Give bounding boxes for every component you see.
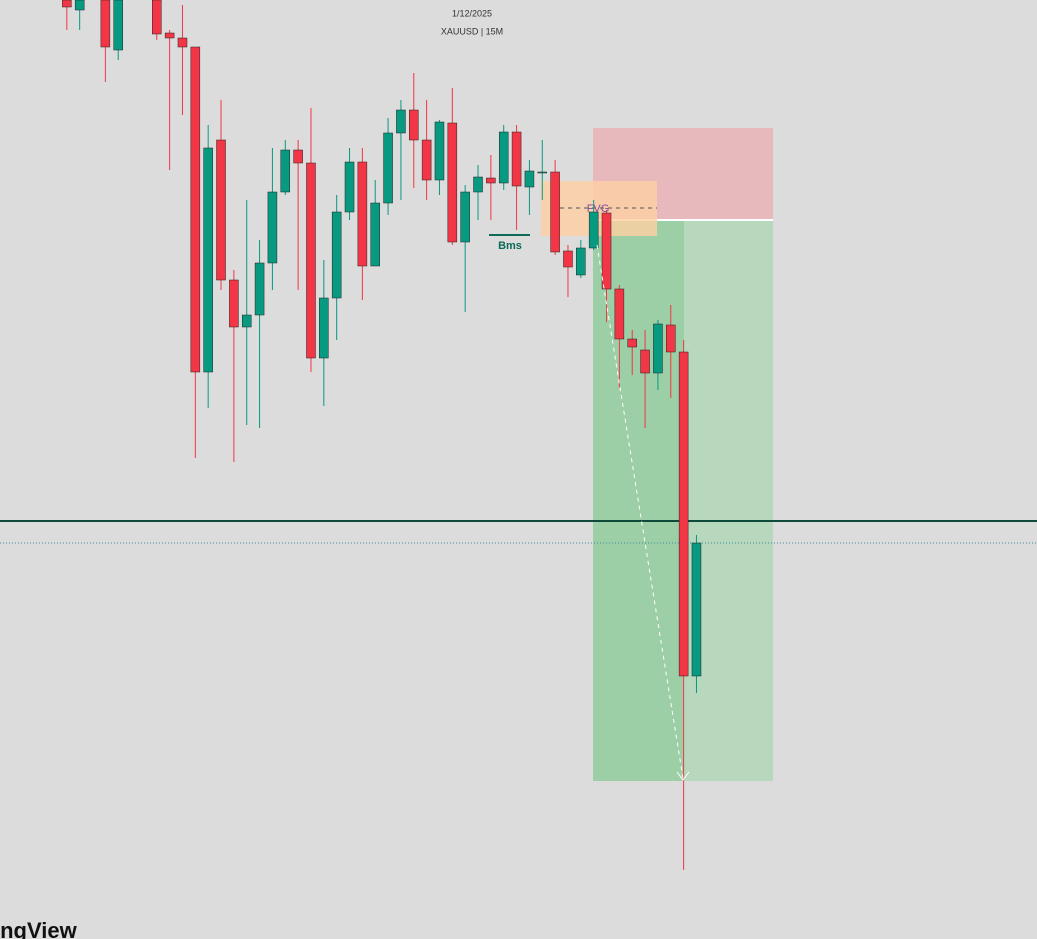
candle-body xyxy=(396,109,406,134)
candle-body xyxy=(691,542,702,677)
candle-body xyxy=(241,314,252,328)
candle-body xyxy=(511,131,522,187)
candle-body xyxy=(62,0,72,8)
candle-body xyxy=(357,161,368,267)
candle-body xyxy=(203,147,213,373)
candle-body xyxy=(614,288,625,340)
candle-body xyxy=(473,176,483,193)
fvg-label: FVG xyxy=(587,203,610,215)
candle-body xyxy=(666,324,676,353)
chart-subtitle: XAUUSD | 15M xyxy=(441,26,503,36)
candle-body xyxy=(254,262,265,316)
watermark: ingView xyxy=(0,918,78,939)
candle-body xyxy=(678,351,689,677)
candle-body xyxy=(383,132,393,204)
bms-label: Bms xyxy=(498,240,522,252)
candle-body xyxy=(331,211,342,299)
candle-body xyxy=(164,32,175,39)
candle-body xyxy=(74,0,85,11)
candle-body xyxy=(229,279,239,328)
candle-body xyxy=(293,149,303,164)
target-zone xyxy=(684,220,773,781)
candle-body xyxy=(627,338,637,348)
candle-body xyxy=(319,297,329,359)
candle-body xyxy=(576,247,586,276)
candle-body xyxy=(498,131,509,184)
candle-body xyxy=(524,170,535,188)
candle-body xyxy=(113,0,123,51)
candles xyxy=(62,0,702,870)
candle-body xyxy=(344,161,355,213)
candle-body xyxy=(409,109,419,141)
candle-body xyxy=(486,177,496,184)
candle-body xyxy=(216,139,226,281)
candle-body xyxy=(100,0,111,48)
candle-body xyxy=(447,122,458,243)
candle-body xyxy=(421,139,432,181)
candle-body xyxy=(177,37,188,48)
candle-body xyxy=(306,162,316,359)
candle-body xyxy=(152,0,162,35)
candle-body xyxy=(653,323,663,374)
candle-body xyxy=(537,171,548,174)
candle-body xyxy=(563,250,573,268)
candle-body xyxy=(550,171,560,253)
candle-body xyxy=(601,212,612,290)
candle-body xyxy=(460,191,470,243)
candle-body xyxy=(434,121,445,181)
candle-body xyxy=(190,46,201,373)
candle-body xyxy=(588,211,599,249)
candle-body xyxy=(640,349,650,374)
candle-body xyxy=(280,149,291,193)
candle-body xyxy=(370,202,380,267)
chart-title: 1/12/2025 xyxy=(452,8,492,18)
projection-arrow xyxy=(596,244,684,779)
candle-body xyxy=(267,191,278,264)
arrow-head xyxy=(676,771,690,781)
